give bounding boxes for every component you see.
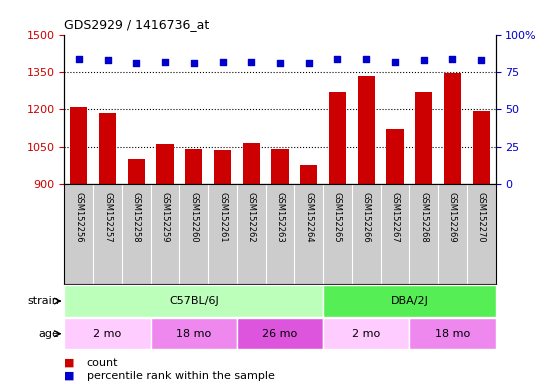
Point	[103, 57, 112, 63]
Text: count: count	[87, 358, 118, 368]
Text: percentile rank within the sample: percentile rank within the sample	[87, 371, 274, 381]
Point	[161, 58, 170, 65]
Text: ■: ■	[64, 358, 75, 368]
Text: GSM152260: GSM152260	[189, 192, 198, 243]
Text: C57BL/6J: C57BL/6J	[169, 296, 218, 306]
Text: GSM152263: GSM152263	[276, 192, 284, 243]
Bar	[242, 143, 260, 184]
Text: GSM152270: GSM152270	[477, 192, 486, 243]
Bar	[151, 318, 237, 349]
Text: GSM152267: GSM152267	[390, 192, 399, 243]
Text: GSM152269: GSM152269	[448, 192, 457, 243]
Point	[218, 58, 227, 65]
Bar	[473, 111, 490, 184]
Bar	[329, 92, 346, 184]
Point	[362, 55, 371, 61]
Text: GSM152264: GSM152264	[304, 192, 313, 243]
Text: GDS2929 / 1416736_at: GDS2929 / 1416736_at	[64, 18, 209, 31]
Text: DBA/2J: DBA/2J	[390, 296, 428, 306]
Text: strain: strain	[27, 296, 59, 306]
Point	[247, 58, 256, 65]
Point	[189, 60, 198, 66]
Bar	[300, 165, 318, 184]
Bar	[185, 149, 202, 184]
Bar	[156, 144, 174, 184]
Bar	[386, 129, 404, 184]
Bar	[323, 318, 409, 349]
Text: GSM152266: GSM152266	[362, 192, 371, 243]
Bar	[323, 285, 496, 317]
Bar	[409, 318, 496, 349]
Bar	[64, 318, 151, 349]
Text: age: age	[38, 329, 59, 339]
Bar	[99, 113, 116, 184]
Text: 26 mo: 26 mo	[263, 329, 297, 339]
Text: GSM152265: GSM152265	[333, 192, 342, 243]
Text: GSM152262: GSM152262	[247, 192, 256, 243]
Text: 2 mo: 2 mo	[94, 329, 122, 339]
Bar	[128, 159, 145, 184]
Text: GSM152259: GSM152259	[161, 192, 170, 243]
Text: GSM152268: GSM152268	[419, 192, 428, 243]
Text: 18 mo: 18 mo	[435, 329, 470, 339]
Text: ■: ■	[64, 371, 75, 381]
Bar	[272, 149, 288, 184]
Point	[448, 55, 457, 61]
Point	[419, 57, 428, 63]
Bar	[237, 318, 323, 349]
Bar	[214, 150, 231, 184]
Text: GSM152258: GSM152258	[132, 192, 141, 243]
Point	[477, 57, 486, 63]
Text: GSM152256: GSM152256	[74, 192, 83, 243]
Point	[390, 58, 399, 65]
Bar	[358, 76, 375, 184]
Text: 2 mo: 2 mo	[352, 329, 380, 339]
Point	[276, 60, 284, 66]
Bar	[70, 107, 87, 184]
Text: GSM152261: GSM152261	[218, 192, 227, 243]
Bar	[64, 285, 323, 317]
Point	[132, 60, 141, 66]
Bar	[415, 92, 432, 184]
Bar	[444, 73, 461, 184]
Text: 18 mo: 18 mo	[176, 329, 211, 339]
Point	[333, 55, 342, 61]
Point	[304, 60, 313, 66]
Point	[74, 55, 83, 61]
Text: GSM152257: GSM152257	[103, 192, 112, 243]
